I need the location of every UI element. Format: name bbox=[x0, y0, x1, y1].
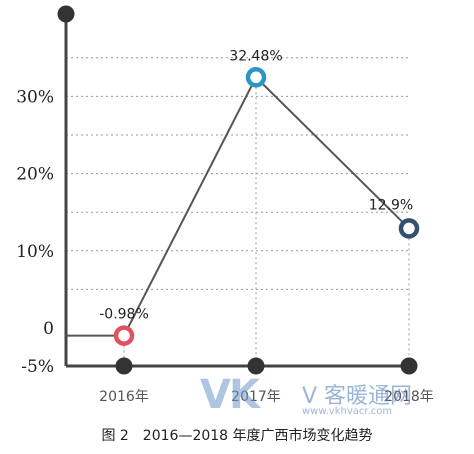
data-point bbox=[245, 67, 267, 88]
watermark: VK V 客暖通网 www.vkhvacr.com bbox=[200, 372, 412, 418]
x-tick-label: 2018年 bbox=[384, 389, 434, 405]
line-chart: 30% 20% 10% 0 -5% 2016年 2017年 2018年 -0.98% 32.4… bbox=[16, 5, 434, 405]
data-label: 32.48% bbox=[229, 48, 282, 64]
data-points bbox=[113, 67, 420, 346]
watermark-url: www.vkhvacr.com bbox=[302, 406, 393, 417]
y-tick-label: 20% bbox=[16, 165, 54, 185]
series-path bbox=[66, 75, 410, 337]
x-axis-marker bbox=[400, 357, 418, 375]
y-axis-end-marker bbox=[57, 5, 75, 23]
figure-caption: 图 2 2016—2018 年度广西市场变化趋势 bbox=[101, 428, 373, 444]
data-point bbox=[398, 218, 420, 239]
watermark-name: V 客暖通网 bbox=[302, 384, 413, 409]
data-label: 12.9% bbox=[369, 197, 413, 213]
data-point bbox=[113, 325, 135, 346]
data-label: -0.98% bbox=[99, 307, 149, 323]
series-line bbox=[66, 75, 410, 337]
y-tick-labels: 30% 20% 10% 0 -5% bbox=[16, 87, 54, 377]
y-tick-label: 30% bbox=[16, 87, 54, 107]
y-tick-label: 10% bbox=[16, 242, 54, 262]
watermark-logo: VK bbox=[200, 372, 260, 418]
x-axis-marker bbox=[247, 357, 265, 375]
y-tick-label: -5% bbox=[21, 357, 54, 377]
gridlines bbox=[66, 57, 409, 290]
data-labels: -0.98% 32.48% 12.9% bbox=[99, 48, 413, 322]
x-axis-markers bbox=[115, 357, 418, 375]
y-tick-label: 0 bbox=[43, 319, 54, 339]
x-tick-labels: 2016年 2017年 2018年 bbox=[99, 389, 434, 405]
x-tick-label: 2017年 bbox=[231, 389, 281, 405]
x-tick-label: 2016年 bbox=[99, 389, 149, 405]
x-axis-marker bbox=[115, 357, 133, 375]
x-guide-lines bbox=[123, 77, 410, 366]
